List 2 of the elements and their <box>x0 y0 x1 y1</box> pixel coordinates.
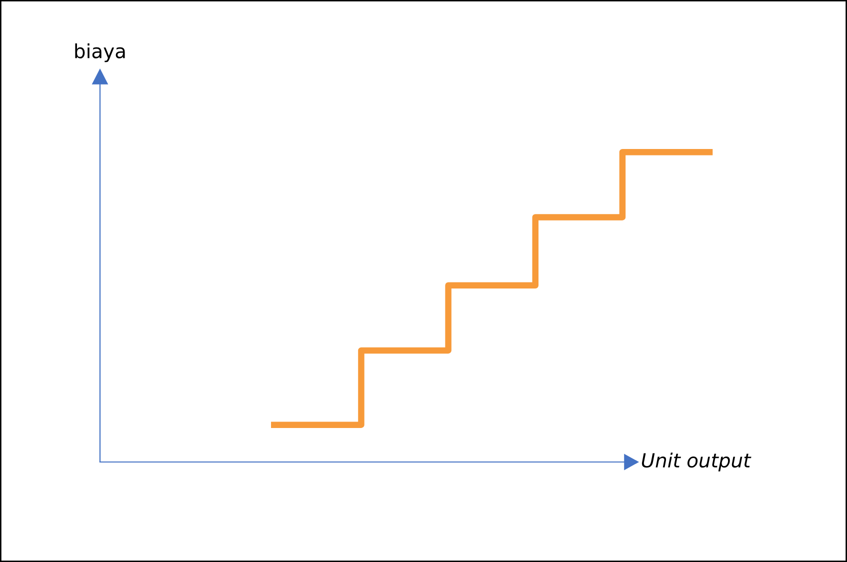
x-axis-title: Unit output <box>642 452 752 472</box>
text: biaya <box>75 43 125 62</box>
